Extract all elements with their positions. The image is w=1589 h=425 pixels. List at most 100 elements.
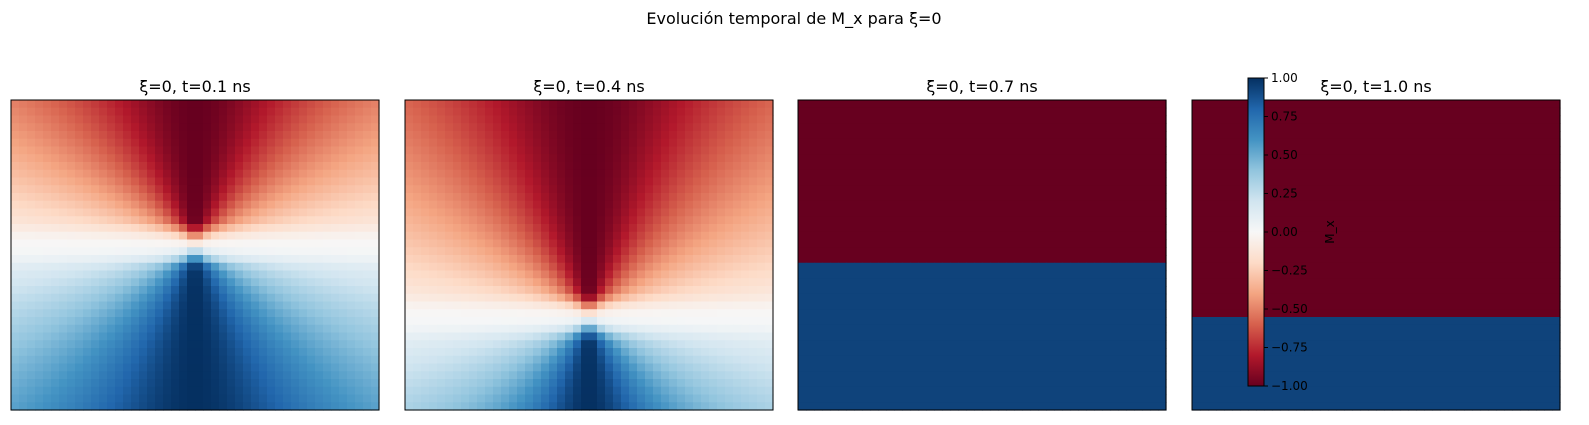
heatmap-cell [677, 355, 686, 365]
heatmap-cell [838, 169, 847, 179]
heatmap-cell [709, 348, 718, 357]
heatmap-cell [139, 340, 148, 349]
heatmap-cell [501, 270, 510, 279]
heatmap-cell [942, 169, 951, 179]
heatmap-cell [83, 332, 92, 341]
heatmap-cell [798, 247, 807, 256]
heatmap-cell [259, 154, 268, 163]
heatmap-cell [589, 131, 598, 140]
heatmap-cell [315, 193, 324, 202]
heatmap-cell [371, 247, 380, 256]
heatmap-cell [605, 386, 614, 396]
heatmap-cell [533, 363, 542, 372]
heatmap-cell [653, 394, 662, 403]
heatmap-cell [123, 379, 132, 388]
heatmap-cell [757, 394, 766, 403]
heatmap-cell [589, 208, 598, 217]
heatmap-cell [227, 231, 236, 241]
heatmap-cell [1062, 123, 1071, 132]
heatmap-cell [339, 317, 348, 326]
heatmap-cell [91, 402, 100, 411]
heatmap-cell [405, 131, 414, 140]
heatmap-cell [605, 169, 614, 179]
heatmap-cell [139, 286, 148, 295]
heatmap-cell [147, 107, 156, 117]
heatmap-cell [363, 386, 372, 396]
heatmap-cell [822, 107, 831, 117]
heatmap-cell [235, 193, 244, 202]
heatmap-cell [35, 255, 44, 264]
heatmap-cell [235, 317, 244, 326]
heatmap-cell [1118, 239, 1127, 248]
heatmap-cell [934, 216, 943, 225]
heatmap-cell [645, 262, 654, 272]
heatmap-cell [453, 115, 462, 124]
heatmap-cell [926, 200, 935, 210]
heatmap-cell [958, 309, 967, 318]
heatmap-cell [982, 177, 991, 186]
heatmap-cell [363, 278, 372, 287]
heatmap-cell [685, 224, 694, 233]
heatmap-cell [814, 185, 823, 194]
heatmap-cell [637, 169, 646, 179]
heatmap-cell [83, 394, 92, 403]
heatmap-cell [11, 309, 20, 318]
heatmap-cell [405, 255, 414, 264]
heatmap-cell [259, 386, 268, 396]
heatmap-cell [155, 100, 164, 109]
heatmap-cell [637, 371, 646, 380]
heatmap-cell [371, 224, 380, 233]
heatmap-cell [605, 107, 614, 117]
heatmap-cell [1118, 123, 1127, 132]
heatmap-cell [11, 177, 20, 186]
heatmap-cell [147, 131, 156, 140]
heatmap-cell [19, 379, 28, 388]
heatmap-cell [629, 332, 638, 341]
heatmap-cell [43, 131, 52, 140]
heatmap-cell [147, 270, 156, 279]
heatmap-cell [685, 216, 694, 225]
heatmap-cell [661, 107, 670, 117]
heatmap-cell [709, 278, 718, 287]
heatmap-cell [717, 309, 726, 318]
heatmap-cell [677, 231, 686, 241]
heatmap-cell [765, 317, 774, 326]
heatmap-cell [291, 355, 300, 365]
heatmap-cell [429, 208, 438, 217]
heatmap-cell [669, 115, 678, 124]
heatmap-cell [179, 208, 188, 217]
heatmap-cell [437, 131, 446, 140]
heatmap-cell [541, 262, 550, 272]
heatmap-cell [1030, 115, 1039, 124]
heatmap-cell [339, 355, 348, 365]
heatmap-cell [1126, 293, 1135, 303]
heatmap-cell [573, 216, 582, 225]
heatmap-cell [461, 348, 470, 357]
heatmap-cell [115, 169, 124, 179]
heatmap-cell [429, 293, 438, 303]
heatmap-cell [926, 123, 935, 132]
heatmap-cell [1038, 131, 1047, 140]
heatmap-cell [11, 100, 20, 109]
heatmap-cell [131, 270, 140, 279]
heatmap-cell [1030, 255, 1039, 264]
heatmap-cell [413, 177, 422, 186]
heatmap-cell [307, 309, 316, 318]
heatmap-cell [1030, 162, 1039, 171]
heatmap-cell [43, 386, 52, 396]
heatmap-cell [1134, 185, 1143, 194]
heatmap-cell [1158, 177, 1167, 186]
heatmap-cell [355, 394, 364, 403]
heatmap-cell [1150, 224, 1159, 233]
heatmap-cell [243, 286, 252, 295]
heatmap-cell [1014, 270, 1023, 279]
heatmap-cell [693, 402, 702, 411]
heatmap-cell [1006, 123, 1015, 132]
heatmap-cell [115, 262, 124, 272]
heatmap-cell [886, 162, 895, 171]
heatmap-cell [685, 363, 694, 372]
heatmap-cell [838, 185, 847, 194]
heatmap-cell [733, 402, 742, 411]
heatmap-cell [685, 193, 694, 202]
heatmap-cell [894, 255, 903, 264]
